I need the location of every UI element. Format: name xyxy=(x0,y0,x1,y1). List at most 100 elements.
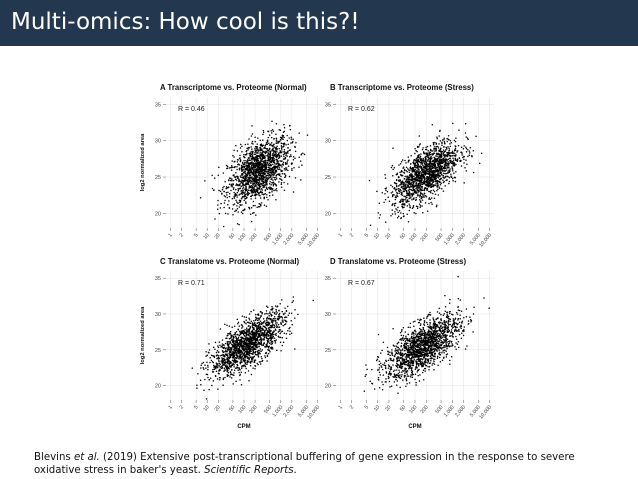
data-point xyxy=(429,168,432,171)
data-point xyxy=(432,166,434,169)
data-point xyxy=(391,213,394,215)
data-point xyxy=(421,179,423,181)
data-point xyxy=(249,176,251,179)
data-point xyxy=(443,137,445,139)
data-point xyxy=(279,341,282,343)
data-point xyxy=(271,321,273,324)
data-point xyxy=(272,145,274,148)
data-point xyxy=(268,134,271,136)
data-point xyxy=(226,340,229,343)
data-point xyxy=(429,164,432,167)
data-point xyxy=(260,149,262,151)
data-point xyxy=(254,140,256,143)
data-point xyxy=(422,160,425,162)
data-point xyxy=(423,179,425,181)
data-point xyxy=(237,202,239,204)
data-point xyxy=(273,158,276,160)
data-point xyxy=(233,340,235,342)
data-point xyxy=(280,331,282,333)
data-point xyxy=(255,339,257,341)
data-point xyxy=(404,189,407,191)
data-point xyxy=(271,128,274,131)
data-point xyxy=(267,312,269,315)
data-point xyxy=(237,184,239,186)
data-point xyxy=(258,172,260,175)
data-point xyxy=(240,356,242,359)
data-point xyxy=(269,175,272,178)
data-point xyxy=(406,205,409,207)
data-point xyxy=(223,367,226,369)
data-point xyxy=(419,143,422,145)
data-point xyxy=(237,322,239,325)
data-point xyxy=(271,318,273,321)
data-point xyxy=(262,317,265,320)
data-point xyxy=(255,189,258,192)
data-point xyxy=(429,178,432,180)
y-tick-label: 20 xyxy=(155,211,161,217)
data-point xyxy=(410,192,413,195)
data-point xyxy=(220,346,222,348)
data-point xyxy=(231,338,234,341)
data-point xyxy=(236,196,238,198)
data-point xyxy=(398,164,400,166)
data-point xyxy=(274,317,276,320)
data-point xyxy=(416,207,419,210)
data-point xyxy=(284,157,287,160)
data-point xyxy=(273,161,276,164)
data-point xyxy=(224,351,226,353)
data-point xyxy=(271,342,274,345)
data-point xyxy=(235,351,237,353)
data-point xyxy=(232,383,234,385)
data-point xyxy=(278,128,280,131)
data-point xyxy=(284,174,287,176)
data-point xyxy=(424,178,426,180)
data-point xyxy=(248,157,250,159)
data-point xyxy=(283,155,285,158)
data-point xyxy=(262,343,265,345)
data-point xyxy=(242,183,244,186)
data-point xyxy=(425,183,427,186)
data-point xyxy=(264,162,266,164)
data-point xyxy=(241,193,243,195)
data-point xyxy=(240,342,243,345)
data-point xyxy=(399,180,402,182)
data-point xyxy=(280,175,282,178)
data-point xyxy=(253,355,256,358)
data-point xyxy=(254,324,257,326)
data-point xyxy=(274,333,276,336)
data-point xyxy=(227,348,229,351)
data-point xyxy=(426,176,428,178)
data-point xyxy=(440,150,442,152)
data-point xyxy=(274,151,277,154)
data-point xyxy=(472,150,475,152)
data-point xyxy=(279,136,282,139)
data-point xyxy=(290,142,292,144)
data-point xyxy=(285,337,288,339)
data-point xyxy=(230,373,232,376)
data-point xyxy=(272,174,275,176)
data-point xyxy=(480,152,483,154)
data-point xyxy=(405,166,408,169)
data-point xyxy=(246,342,248,344)
data-point xyxy=(275,154,278,157)
data-point xyxy=(240,346,243,348)
data-point xyxy=(439,160,442,162)
data-point xyxy=(271,305,273,308)
data-point xyxy=(400,217,403,219)
data-point xyxy=(424,171,426,173)
data-point xyxy=(267,306,269,308)
data-point xyxy=(448,180,451,183)
data-point xyxy=(233,349,236,351)
data-point xyxy=(265,310,268,312)
data-point xyxy=(416,195,419,197)
data-point xyxy=(272,317,275,320)
data-point xyxy=(258,349,261,352)
data-point xyxy=(232,204,235,206)
data-point xyxy=(406,213,408,216)
x-tick-label: 2,000 xyxy=(282,404,295,418)
data-point xyxy=(408,186,411,188)
data-point xyxy=(244,345,246,348)
data-point xyxy=(211,384,213,387)
data-point xyxy=(269,351,271,353)
data-point xyxy=(272,151,275,154)
